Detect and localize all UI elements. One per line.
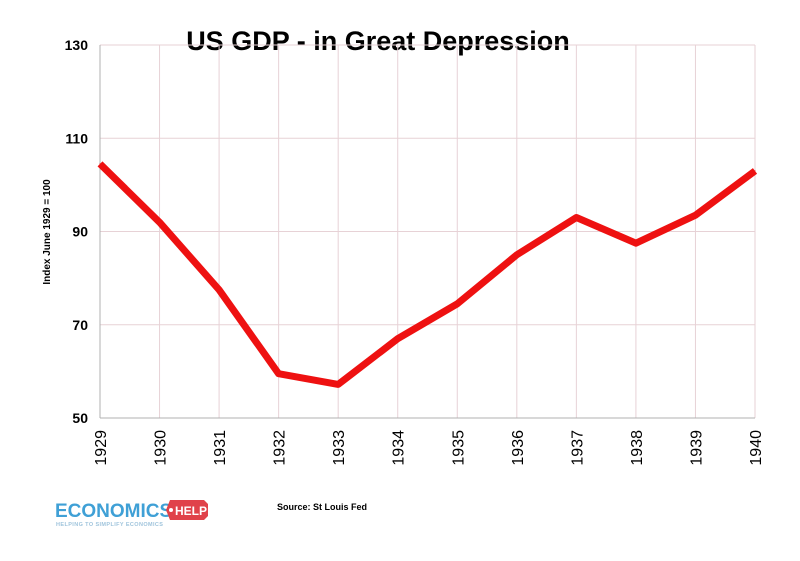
x-tick-label: 1937 <box>569 430 586 466</box>
logo-badge-shape <box>166 500 208 520</box>
x-tick-label: 1934 <box>391 430 408 466</box>
series-layer <box>97 161 758 388</box>
x-tick-label: 1931 <box>212 430 229 466</box>
x-tick-label: 1935 <box>450 430 467 466</box>
x-tick-label: 1938 <box>629 430 646 466</box>
x-tick-label: 1940 <box>748 430 765 466</box>
data-point <box>456 303 458 305</box>
data-point <box>516 254 518 256</box>
data-point <box>159 221 161 223</box>
data-point <box>337 383 339 385</box>
y-tick-label: 50 <box>72 410 88 426</box>
source-note: Source: St Louis Fed <box>277 502 367 512</box>
x-tick-label: 1930 <box>153 430 170 466</box>
logo-tagline: HELPING TO SIMPLIFY ECONOMICS <box>56 522 163 528</box>
series-line <box>97 161 758 388</box>
x-tick-label: 1932 <box>272 430 289 466</box>
chart-title: US GDP - in Great Depression <box>186 26 570 56</box>
axes <box>99 45 755 419</box>
data-point <box>218 289 220 291</box>
y-axis-label: Index June 1929 = 100 <box>42 179 53 285</box>
y-tick-label: 70 <box>72 317 88 333</box>
economics-help-logo[interactable]: ECONOMICS HELP HELPING TO SIMPLIFY ECONO… <box>55 500 208 528</box>
data-point <box>694 214 696 216</box>
logo-economics-text: ECONOMICS <box>55 501 172 522</box>
x-tick-label: 1933 <box>331 430 348 466</box>
y-tick-label: 90 <box>72 224 88 240</box>
data-point <box>575 217 577 219</box>
data-point <box>754 170 756 172</box>
logo-badge-dot <box>169 508 173 512</box>
data-point <box>397 338 399 340</box>
y-tick-label: 130 <box>65 37 89 53</box>
data-point <box>278 373 280 375</box>
x-tick-label: 1939 <box>688 430 705 466</box>
y-tick-labels: 50 70 90 110 130 <box>65 37 89 426</box>
logo-help-text: HELP <box>175 504 207 518</box>
y-tick-label: 110 <box>65 130 88 146</box>
gridlines <box>100 44 756 418</box>
data-point <box>99 163 101 165</box>
x-tick-label: 1936 <box>510 430 527 466</box>
data-point <box>635 242 637 244</box>
x-tick-label: 1929 <box>93 430 110 466</box>
x-tick-labels: 1929 1930 1931 1932 1933 1934 1935 1936 1937 1938… <box>93 430 765 466</box>
